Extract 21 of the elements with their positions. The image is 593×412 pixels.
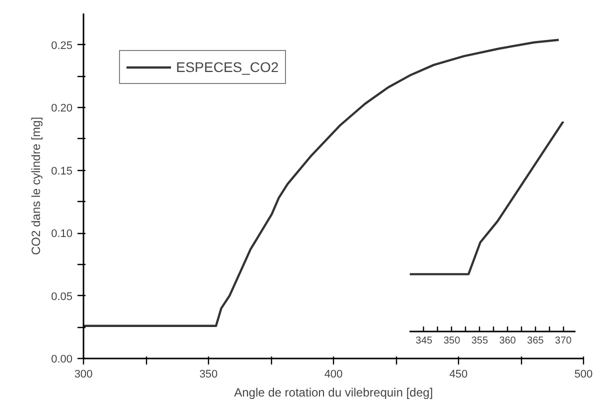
y-axis-title: CO2 dans le cylindre [mg] — [29, 116, 44, 256]
y-tick-label: 0.20 — [51, 102, 73, 115]
y-tick-label: 0.05 — [51, 290, 73, 303]
x-tick-label: 350 — [443, 336, 461, 346]
x-tick-label: 365 — [527, 336, 544, 346]
x-tick-label: 500 — [574, 368, 593, 380]
x-tick-label: 450 — [449, 368, 468, 380]
legend-label: ESPECES_CO2 — [176, 59, 279, 75]
text: 0.00 — [51, 354, 73, 366]
y-tick-label: 0.10 — [51, 228, 73, 240]
line-series — [84, 38, 560, 327]
x-tick-label: 350 — [199, 368, 218, 380]
x-tick-label: 370 — [554, 336, 572, 346]
y-tick-label: 0.15 — [51, 165, 73, 178]
x-tick-label: 400 — [324, 368, 343, 380]
x-tick-label: 360 — [499, 336, 516, 346]
y-tick-label: 0.25 — [51, 40, 73, 52]
x-tick-label: 355 — [471, 336, 488, 346]
x-axis-title: Angle de rotation du vilebrequin [deg] — [234, 386, 433, 400]
x-tick-label: 300 — [74, 368, 93, 380]
x-tick-label: 345 — [416, 336, 433, 346]
